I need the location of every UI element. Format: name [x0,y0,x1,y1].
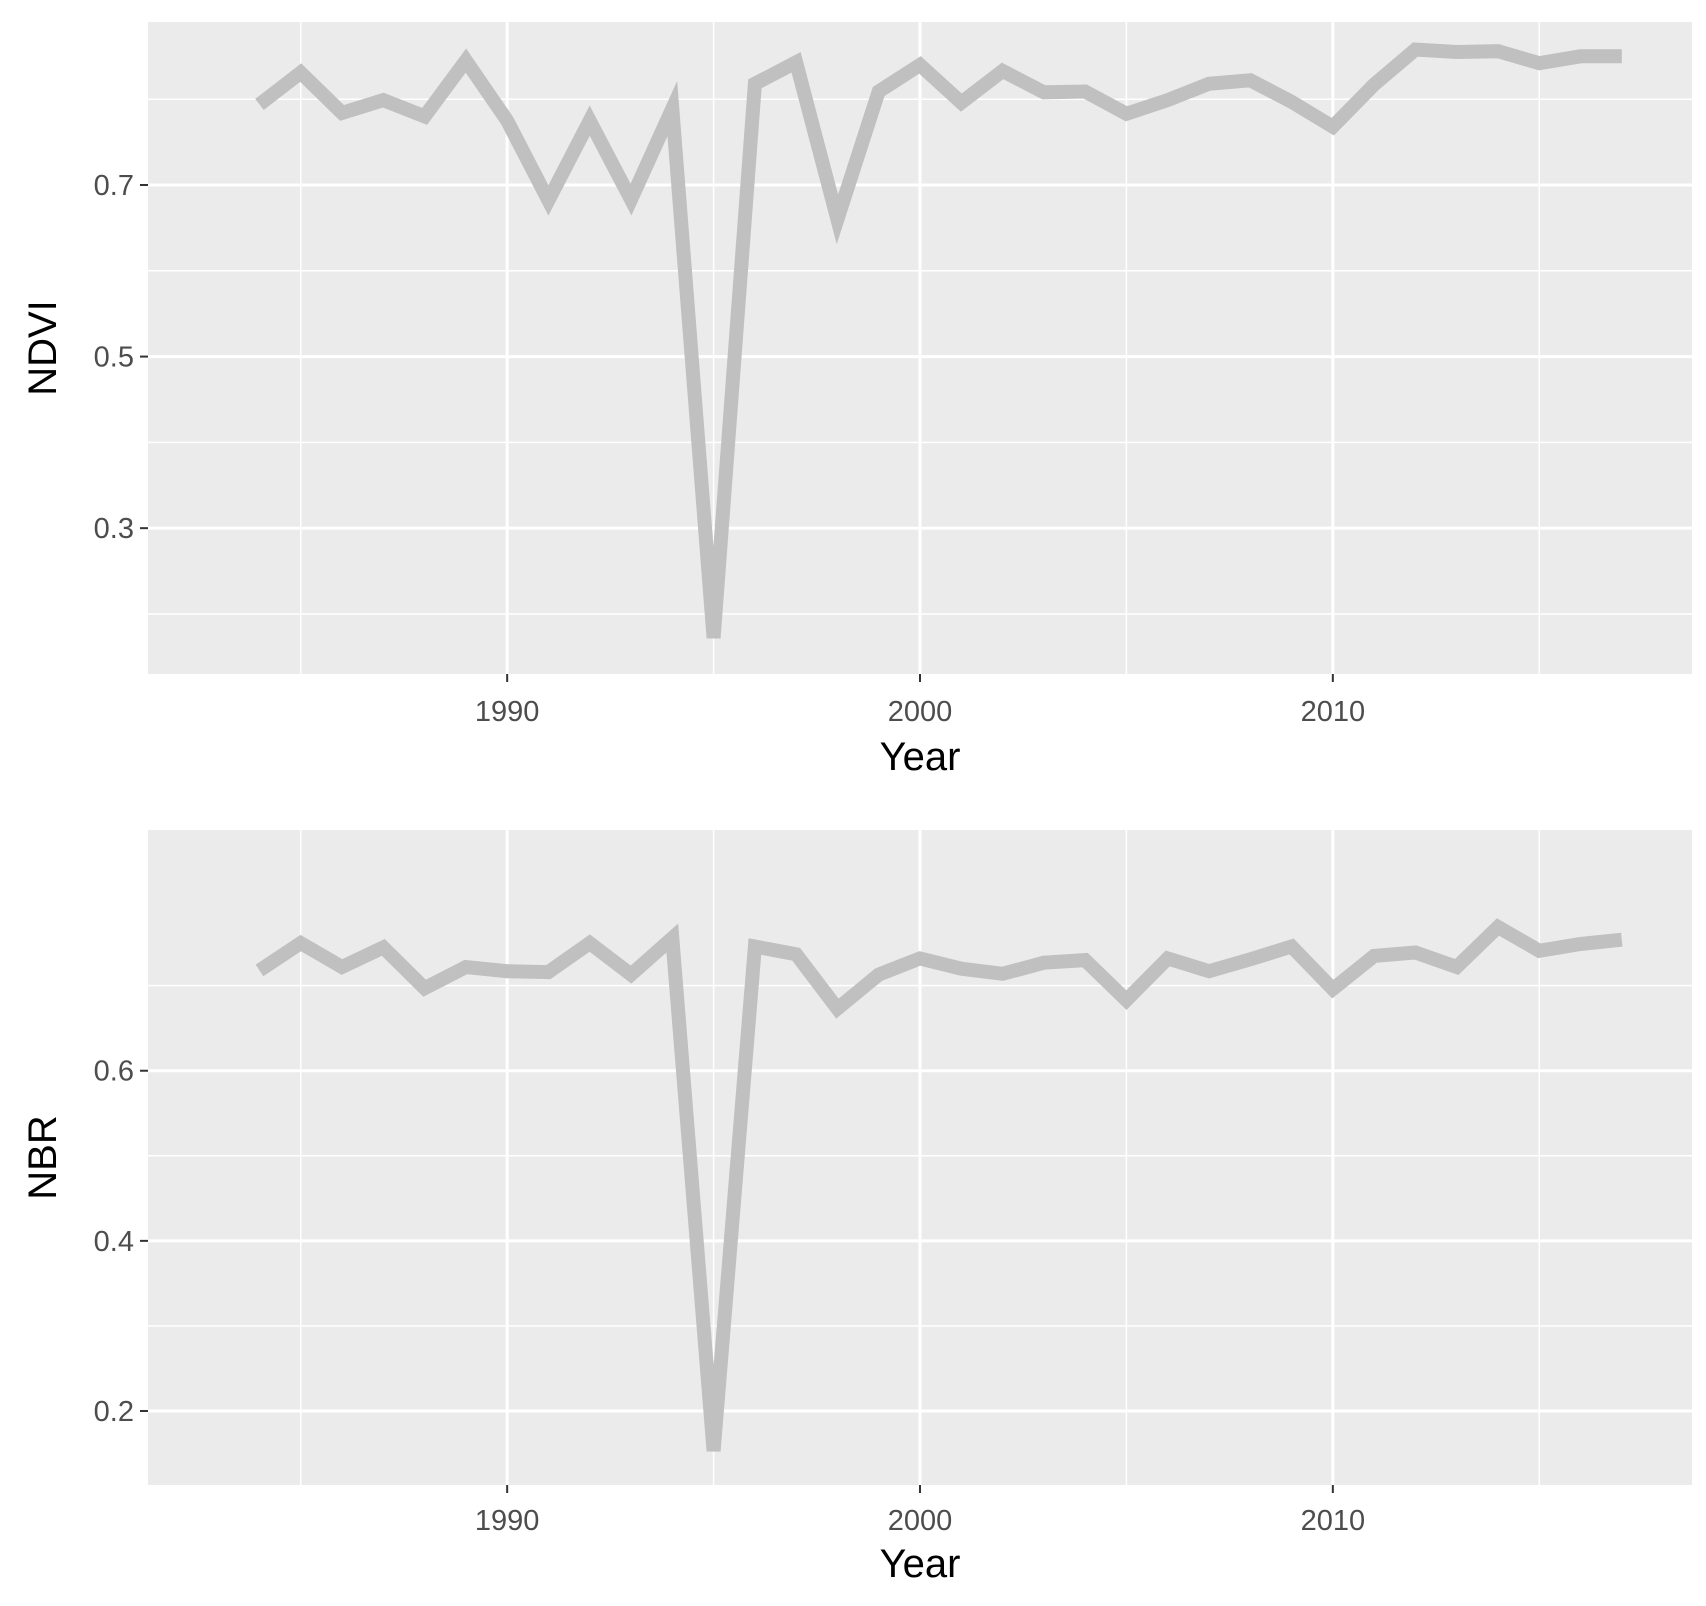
ndvi-x-axis-title: Year [880,735,961,779]
nbr-y-tick-label: 0.6 [94,1056,134,1088]
nbr-y-tick-label: 0.2 [94,1396,134,1428]
nbr-x-tick-label: 2000 [888,1505,953,1537]
ndvi-y-tick-label: 0.5 [94,342,134,374]
ndvi-x-tick-label: 1990 [475,696,540,728]
ndvi-y-tick-label: 0.7 [94,170,134,202]
ndvi-y-tick-label: 0.3 [94,513,134,545]
ndvi-x-tick-label: 2000 [888,696,953,728]
nbr-x-axis-title: Year [880,1542,961,1586]
ndvi-panel: 1990 2000 2010 0.3 0.5 0.7 Year NDVI [21,22,1692,779]
nbr-x-tick-label: 2010 [1301,1505,1366,1537]
ndvi-series-line [255,42,1622,639]
ndvi-y-axis-title: NDVI [21,300,65,396]
nbr-series-line [255,918,1623,1452]
nbr-y-axis-title: NBR [21,1115,65,1199]
ndvi-x-tick-label: 2010 [1301,696,1366,728]
nbr-y-tick-label: 0.4 [94,1226,134,1258]
nbr-panel: 1990 2000 2010 0.2 0.4 0.6 Year NBR [21,830,1692,1586]
nbr-x-tick-label: 1990 [475,1505,540,1537]
